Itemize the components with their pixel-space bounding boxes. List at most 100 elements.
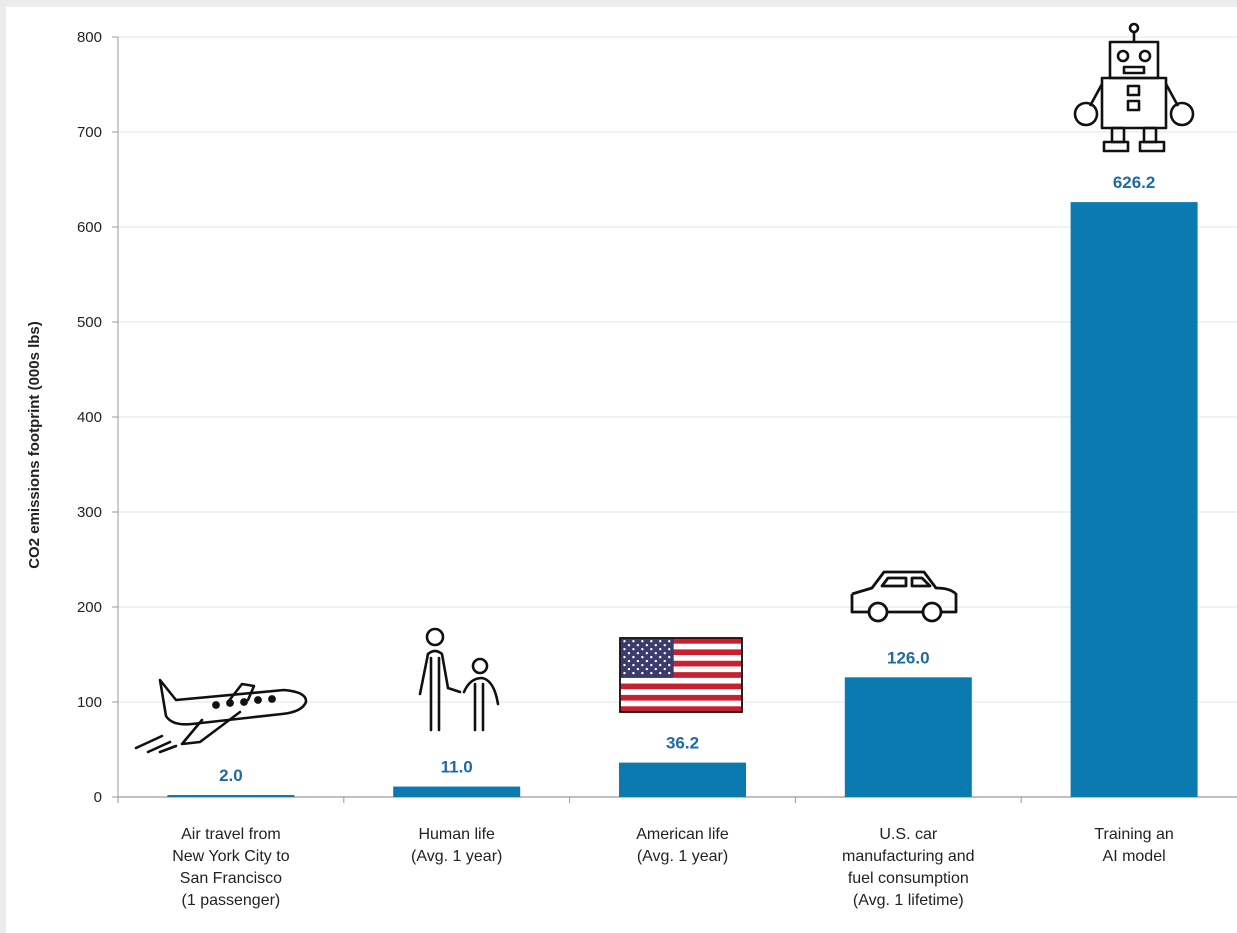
y-tick-label: 200 [77, 599, 102, 616]
flag-stripe [620, 694, 742, 701]
x-category-label-line: Human life [418, 826, 495, 843]
y-tick-label: 800 [77, 29, 102, 46]
flag-star [654, 643, 657, 647]
x-category-label-line: (1 passenger) [182, 892, 281, 909]
flag-stripe [620, 638, 742, 644]
x-category-label: Air travel from New York City to San Franc… [172, 826, 289, 909]
value-label: 626.2 [1113, 173, 1156, 192]
y-tick-label: 700 [77, 124, 102, 141]
y-tick-label: 600 [77, 219, 102, 236]
x-category-label: Human life (Avg. 1 year) [411, 826, 502, 865]
x-category-label-line: manufacturing and [842, 848, 975, 865]
flag-star [641, 655, 644, 659]
car-icon [850, 570, 958, 623]
x-category-label-line: (Avg. 1 lifetime) [853, 892, 964, 909]
flag-star [659, 671, 662, 675]
x-category-label-line: San Francisco [180, 870, 282, 887]
x-category-label: U.S. car manufacturing and fuel consumptio… [842, 826, 975, 909]
value-label: 126.0 [887, 648, 930, 667]
y-tick-label: 300 [77, 504, 102, 521]
flag-star [627, 651, 631, 655]
bar [393, 786, 521, 797]
flag-star [654, 651, 657, 655]
x-category-label-line: American life [636, 826, 729, 843]
bar [619, 762, 746, 797]
x-category-label-line: Air travel from [181, 826, 281, 843]
flag-star [623, 655, 626, 659]
flag-stripe [620, 706, 742, 712]
flag-stripe [620, 649, 742, 656]
flag-star [668, 639, 671, 643]
y-tick-label: 400 [77, 409, 102, 426]
y-axis-title: CO2 emissions footprint (000s lbs) [26, 321, 43, 569]
flag-star [659, 655, 662, 659]
flag-star [623, 639, 626, 643]
flag-star [636, 667, 640, 671]
robot-icon [1073, 22, 1195, 153]
flag-star [650, 647, 653, 651]
x-category-label-line: New York City to [172, 848, 289, 865]
flag-star [654, 667, 657, 671]
x-category-label-line: (Avg. 1 year) [411, 848, 502, 865]
flag-star [650, 663, 653, 667]
flag-star [654, 659, 657, 663]
x-category-label-line: U.S. car [879, 826, 937, 843]
value-label: 11.0 [441, 758, 473, 777]
flag-star [645, 659, 649, 663]
flag-star [668, 655, 671, 659]
flag-star [645, 667, 649, 671]
flag-star [645, 643, 649, 647]
us-flag-icon [619, 637, 743, 713]
y-tick-label: 100 [77, 694, 102, 711]
bar [1070, 202, 1198, 798]
flag-star [663, 659, 666, 663]
y-tick-label: 0 [94, 789, 102, 806]
flag-star [632, 671, 635, 675]
x-category-label-line: (Avg. 1 year) [637, 848, 728, 865]
flag-star [650, 671, 653, 675]
flag-star [663, 651, 666, 655]
flag-star [632, 639, 635, 643]
x-category-label-line: fuel consumption [848, 870, 969, 887]
flag-star [641, 663, 644, 667]
x-category-label-line: Training an [1094, 826, 1173, 843]
x-category-label: American life (Avg. 1 year) [636, 826, 729, 865]
bar [844, 677, 972, 797]
flag-star [645, 651, 649, 655]
labels: 0 100 200 300 400 500 600 700 800 2.0 Air travel f… [77, 29, 1174, 909]
flag-star [663, 667, 666, 671]
flag-star [632, 655, 635, 659]
flag-star [623, 663, 626, 667]
flag-star [650, 639, 653, 643]
gridlines [118, 36, 1237, 703]
bars [167, 202, 1198, 798]
value-label: 36.2 [666, 734, 699, 753]
flag-star [641, 639, 644, 643]
flag-star [668, 671, 671, 675]
flag-star [641, 647, 644, 651]
flag-stripe [620, 672, 742, 678]
flag-star [668, 663, 671, 667]
flag-star [627, 667, 631, 671]
frame-left-border [0, 0, 6, 933]
frame-top-border [0, 0, 1237, 7]
value-label: 2.0 [219, 766, 243, 785]
y-tick-label: 500 [77, 314, 102, 331]
flag-star [632, 663, 635, 667]
flag-star [623, 647, 626, 651]
flag-star [650, 655, 653, 659]
flag-star [636, 643, 640, 647]
flag-star [627, 659, 631, 663]
flag-star [659, 663, 662, 667]
x-category-label-line: AI model [1103, 848, 1166, 865]
flag-star [627, 643, 631, 647]
flag-star [659, 639, 662, 643]
bar [167, 795, 295, 797]
flag-stripe [620, 660, 742, 667]
flag-stripe [620, 683, 742, 690]
flag-border [619, 637, 743, 713]
flag-star [636, 659, 640, 663]
parent-child-icon [418, 627, 500, 732]
